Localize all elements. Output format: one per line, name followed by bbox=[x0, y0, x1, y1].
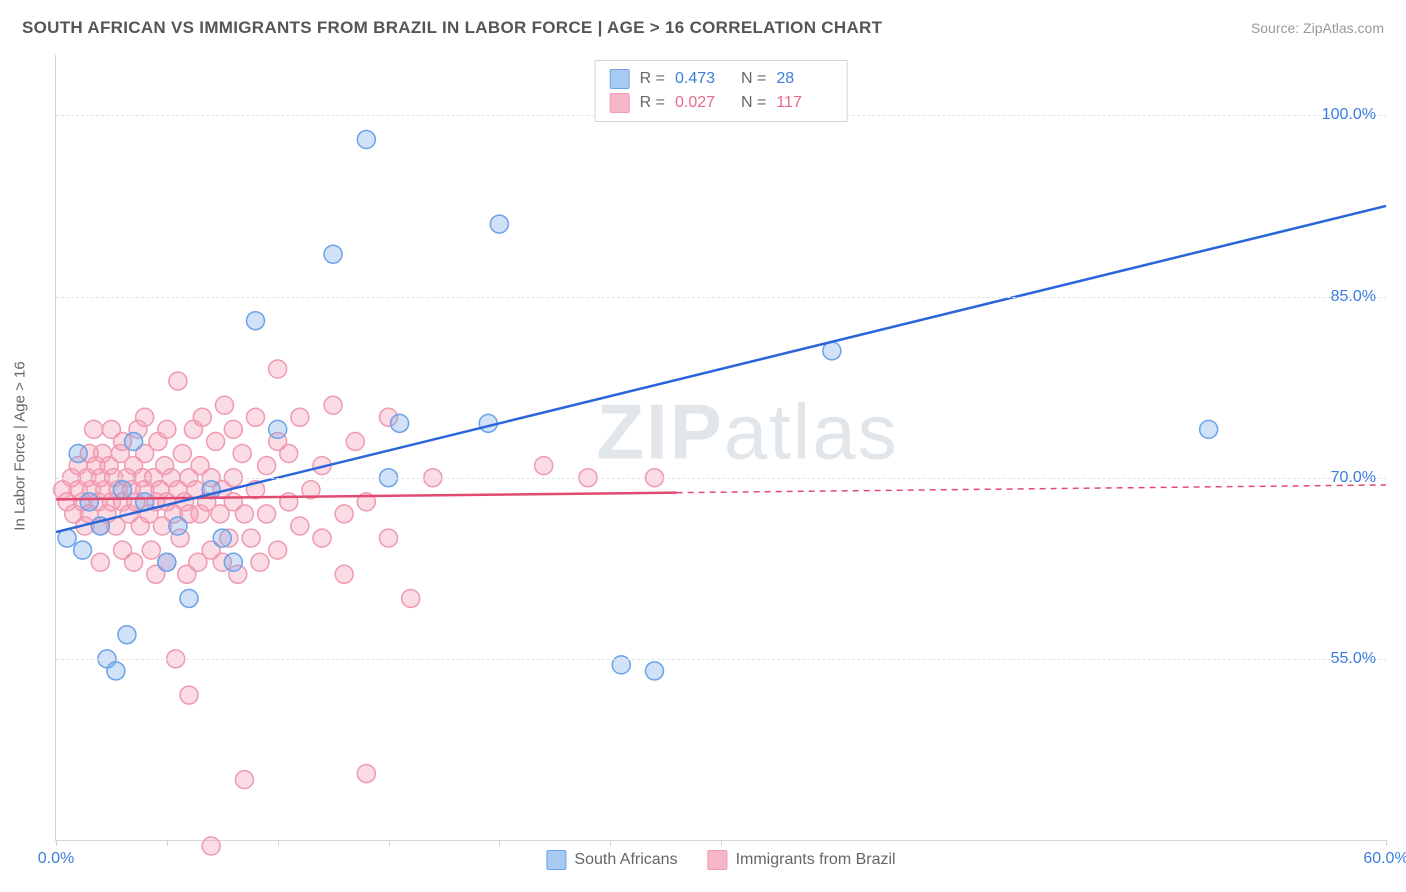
scatter-point bbox=[169, 517, 187, 535]
scatter-point bbox=[85, 420, 103, 438]
series-legend: South Africans Immigrants from Brazil bbox=[546, 850, 895, 870]
scatter-point bbox=[291, 517, 309, 535]
scatter-point bbox=[391, 414, 409, 432]
xtick bbox=[721, 840, 722, 846]
xtick-label: 60.0% bbox=[1363, 850, 1406, 868]
xtick bbox=[278, 840, 279, 846]
scatter-point bbox=[80, 493, 98, 511]
trend-line bbox=[56, 206, 1386, 532]
scatter-point bbox=[114, 481, 132, 499]
legend-item-sa: South Africans bbox=[546, 850, 677, 870]
xtick bbox=[167, 840, 168, 846]
scatter-point bbox=[202, 837, 220, 855]
scatter-point bbox=[335, 565, 353, 583]
scatter-point bbox=[233, 445, 251, 463]
correlation-legend: R =0.473 N =28 R =0.027 N =117 bbox=[595, 60, 848, 122]
scatter-point bbox=[313, 529, 331, 547]
scatter-point bbox=[118, 626, 136, 644]
gridline bbox=[56, 297, 1386, 298]
scatter-point bbox=[324, 396, 342, 414]
scatter-point bbox=[69, 445, 87, 463]
xtick bbox=[56, 840, 57, 846]
scatter-point bbox=[193, 408, 211, 426]
y-axis-label: In Labor Force | Age > 16 bbox=[12, 361, 29, 530]
scatter-point bbox=[258, 505, 276, 523]
legend-row-sa: R =0.473 N =28 bbox=[610, 67, 833, 91]
xtick bbox=[1386, 840, 1387, 846]
scatter-point bbox=[324, 245, 342, 263]
gridline bbox=[56, 659, 1386, 660]
scatter-point bbox=[91, 553, 109, 571]
scatter-point bbox=[169, 372, 187, 390]
xtick bbox=[389, 840, 390, 846]
r-value-br: 0.027 bbox=[675, 94, 731, 112]
scatter-point bbox=[357, 765, 375, 783]
scatter-point bbox=[269, 360, 287, 378]
scatter-point bbox=[125, 432, 143, 450]
chart-svg bbox=[56, 55, 1386, 840]
scatter-point bbox=[213, 529, 231, 547]
r-value-sa: 0.473 bbox=[675, 70, 731, 88]
scatter-point bbox=[269, 541, 287, 559]
swatch-br-bottom bbox=[708, 850, 728, 870]
scatter-point bbox=[224, 420, 242, 438]
scatter-point bbox=[280, 445, 298, 463]
legend-item-br: Immigrants from Brazil bbox=[708, 850, 896, 870]
scatter-point bbox=[335, 505, 353, 523]
legend-label-sa: South Africans bbox=[574, 851, 677, 869]
scatter-point bbox=[158, 420, 176, 438]
scatter-point bbox=[235, 771, 253, 789]
scatter-point bbox=[136, 408, 154, 426]
ytick-label: 55.0% bbox=[1331, 650, 1376, 668]
trend-line-dashed bbox=[677, 485, 1386, 493]
scatter-point bbox=[251, 553, 269, 571]
n-value-br: 117 bbox=[776, 94, 832, 112]
scatter-point bbox=[107, 662, 125, 680]
scatter-point bbox=[380, 529, 398, 547]
chart-source: Source: ZipAtlas.com bbox=[1251, 20, 1384, 36]
scatter-point bbox=[646, 662, 664, 680]
scatter-point bbox=[242, 529, 260, 547]
scatter-point bbox=[180, 686, 198, 704]
scatter-point bbox=[180, 589, 198, 607]
scatter-point bbox=[258, 457, 276, 475]
scatter-point bbox=[280, 493, 298, 511]
ytick-label: 85.0% bbox=[1331, 288, 1376, 306]
scatter-point bbox=[235, 505, 253, 523]
xtick bbox=[610, 840, 611, 846]
xtick-label: 0.0% bbox=[38, 850, 74, 868]
scatter-point bbox=[158, 553, 176, 571]
swatch-sa bbox=[610, 69, 630, 89]
swatch-sa-bottom bbox=[546, 850, 566, 870]
swatch-br bbox=[610, 93, 630, 113]
legend-label-br: Immigrants from Brazil bbox=[736, 851, 896, 869]
scatter-point bbox=[247, 408, 265, 426]
scatter-point bbox=[173, 445, 191, 463]
xtick bbox=[499, 840, 500, 846]
ytick-label: 70.0% bbox=[1331, 469, 1376, 487]
scatter-point bbox=[125, 553, 143, 571]
chart-title: SOUTH AFRICAN VS IMMIGRANTS FROM BRAZIL … bbox=[22, 18, 882, 38]
scatter-point bbox=[346, 432, 364, 450]
scatter-point bbox=[291, 408, 309, 426]
scatter-point bbox=[142, 541, 160, 559]
scatter-point bbox=[402, 589, 420, 607]
scatter-point bbox=[1200, 420, 1218, 438]
scatter-point bbox=[207, 432, 225, 450]
scatter-point bbox=[357, 131, 375, 149]
scatter-point bbox=[224, 553, 242, 571]
scatter-point bbox=[269, 420, 287, 438]
gridline bbox=[56, 478, 1386, 479]
plot-area: ZIPatlas R =0.473 N =28 R =0.027 N =117 … bbox=[55, 55, 1386, 841]
ytick-label: 100.0% bbox=[1322, 106, 1376, 124]
n-value-sa: 28 bbox=[776, 70, 832, 88]
scatter-point bbox=[74, 541, 92, 559]
scatter-point bbox=[247, 312, 265, 330]
scatter-point bbox=[535, 457, 553, 475]
legend-row-br: R =0.027 N =117 bbox=[610, 91, 833, 115]
scatter-point bbox=[490, 215, 508, 233]
scatter-point bbox=[215, 396, 233, 414]
